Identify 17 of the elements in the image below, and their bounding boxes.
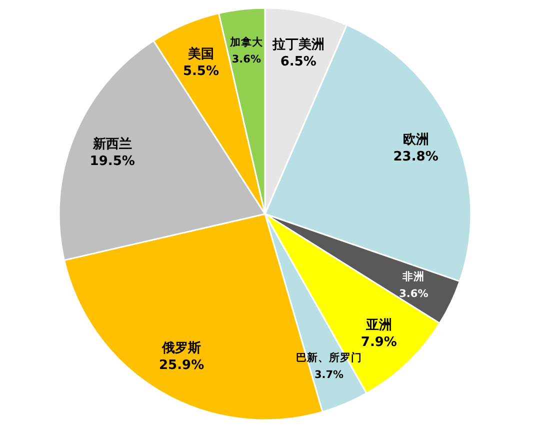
slice-label: 非洲 [402, 270, 425, 283]
slice-label: 拉丁美洲 [271, 36, 324, 52]
data-label: 3.7% [314, 368, 344, 381]
data-label: 6.5% [280, 54, 316, 70]
data-label: 5.5% [182, 64, 220, 79]
slice-label: 亚洲 [364, 318, 392, 333]
slice-label: 新西兰 [92, 135, 132, 152]
slice-label: 俄罗斯 [161, 340, 202, 356]
slice-label: 美国 [186, 46, 214, 62]
data-label: 3.6% [232, 53, 262, 66]
data-label: 23.8% [393, 149, 438, 164]
slice-label: 欧洲 [402, 132, 429, 148]
data-label: 19.5% [90, 153, 135, 168]
data-label: 25.9% [159, 358, 204, 373]
data-label: 3.6% [399, 288, 429, 300]
slice-label: 加拿大 [228, 35, 264, 48]
data-label: 7.9% [360, 334, 397, 350]
